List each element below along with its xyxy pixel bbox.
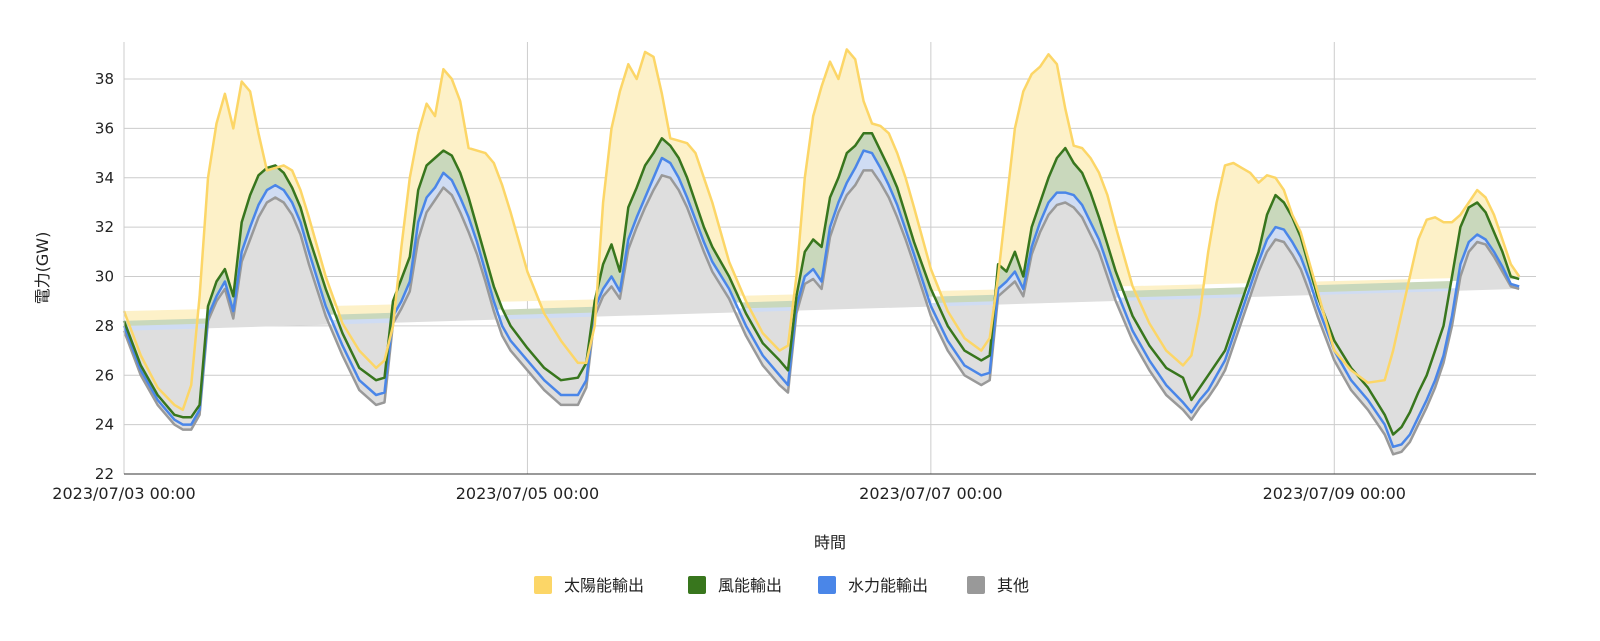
x-axis-ticks: 2023/07/03 00:00 2023/07/05 00:00 2023/07/… (52, 484, 1406, 503)
y-tick-label: 32 (95, 218, 114, 236)
x-tick-label: 2023/07/09 00:00 (1263, 484, 1406, 503)
y-tick-label: 36 (95, 119, 114, 137)
x-tick-label: 2023/07/05 00:00 (456, 484, 599, 503)
x-axis-title: 時間 (814, 533, 846, 552)
x-tick-label: 2023/07/07 00:00 (859, 484, 1002, 503)
hydro-legend-label: 水力能輸出 (848, 576, 928, 595)
y-tick-label: 28 (95, 317, 114, 335)
legend: 太陽能輸出 風能輸出 水力能輸出 其他 (534, 576, 1029, 595)
other-legend-label: 其他 (997, 576, 1029, 595)
stacked-areas (124, 49, 1519, 454)
hydro-legend-swatch (818, 576, 836, 594)
y-tick-label: 38 (95, 70, 114, 88)
y-tick-label: 22 (95, 465, 114, 483)
y-axis-title: 電力(GW) (33, 232, 52, 305)
y-axis-ticks: 22 24 26 28 30 32 34 36 38 (95, 70, 114, 483)
y-tick-label: 34 (95, 169, 114, 187)
x-tick-label: 2023/07/03 00:00 (52, 484, 195, 503)
solar-area (124, 49, 1519, 409)
wind-legend-swatch (688, 576, 706, 594)
other-legend-swatch (967, 576, 985, 594)
wind-legend-label: 風能輸出 (718, 576, 782, 595)
solar-legend-label: 太陽能輸出 (564, 576, 644, 595)
y-tick-label: 30 (95, 268, 114, 286)
solar-legend-swatch (534, 576, 552, 594)
y-tick-label: 26 (95, 366, 114, 384)
y-tick-label: 24 (95, 416, 114, 434)
